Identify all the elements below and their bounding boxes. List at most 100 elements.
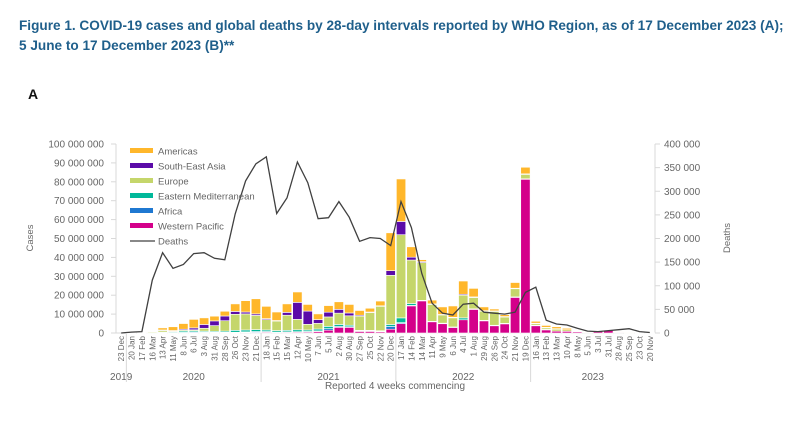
legend-label: South-East Asia xyxy=(158,162,226,173)
y-tick-label: 20 000 000 xyxy=(54,291,104,302)
x-tick-label: 21 Nov xyxy=(511,336,520,361)
bar-segment-americas xyxy=(572,330,583,333)
x-tick-label: 24 Oct xyxy=(501,335,510,359)
bar-segment-americas xyxy=(613,331,624,333)
y2-tick-label: 200 000 xyxy=(664,234,701,245)
bar-segment-western-pacific xyxy=(385,328,396,334)
bar-segment-americas xyxy=(261,306,272,319)
bar-segment-europe xyxy=(385,275,396,325)
x-tick-label: 6 Jul xyxy=(190,336,199,353)
bar-segment-south-east-asia xyxy=(406,256,417,261)
bar-segment-europe xyxy=(406,259,417,304)
bar-segment-europe xyxy=(219,320,230,332)
x-tick-label: 20 Dec xyxy=(387,336,396,361)
x-tick-label: 26 Oct xyxy=(231,335,240,359)
y-tick-label: 0 xyxy=(98,329,104,340)
x-tick-label: 22 Nov xyxy=(376,336,385,361)
bar-segment-south-east-asia xyxy=(344,312,355,317)
bar-segment-americas xyxy=(302,304,313,312)
bar-segment-americas xyxy=(385,232,396,271)
bar-segment-americas xyxy=(230,303,241,312)
x-tick-label: 16 Jan xyxy=(532,336,541,360)
bar-segment-americas xyxy=(468,288,479,298)
bar-segment-europe xyxy=(375,305,386,332)
x-tick-label: 6 Jun xyxy=(449,336,458,356)
bar-segment-americas xyxy=(219,310,230,317)
legend-swatch-western-pacific xyxy=(130,223,153,228)
bar-segment-europe xyxy=(240,313,251,331)
y2-tick-label: 400 000 xyxy=(664,140,701,151)
bar-segment-americas xyxy=(437,306,448,315)
x-tick-label: 19 Dec xyxy=(521,336,530,361)
legend-swatch-eastern-mediterranean xyxy=(130,193,153,198)
x-tick-label: 12 Apr xyxy=(293,336,302,359)
figure-title: Figure 1. COVID-19 cases and global deat… xyxy=(19,18,784,53)
x-tick-label: 21 Dec xyxy=(252,336,261,361)
y2-tick-label: 0 xyxy=(664,329,670,340)
year-label: 2022 xyxy=(452,372,475,383)
bar-segment-eastern-mediterranean xyxy=(323,326,334,329)
bar-segment-americas xyxy=(375,300,386,307)
legend-swatch-americas xyxy=(130,148,153,153)
bar-segment-eastern-mediterranean xyxy=(396,317,407,323)
x-tick-label: 20 Nov xyxy=(646,336,655,361)
bar-segment-south-east-asia xyxy=(199,324,210,329)
y2-tick-label: 250 000 xyxy=(664,210,701,221)
y2-axis-label: Deaths xyxy=(722,223,733,253)
y-tick-label: 50 000 000 xyxy=(54,234,104,245)
bar-segment-americas xyxy=(624,332,635,334)
bar-segment-western-pacific xyxy=(447,327,458,334)
x-tick-label: 20 Jan xyxy=(128,336,137,360)
y2-tick-label: 300 000 xyxy=(664,187,701,198)
bar-segment-western-pacific xyxy=(489,325,500,334)
bar-segment-americas xyxy=(147,330,158,333)
bars xyxy=(126,166,655,334)
x-tick-label: 11 Apr xyxy=(428,336,437,359)
bar-segment-americas xyxy=(168,326,178,331)
bar-segment-americas xyxy=(510,282,521,289)
bar-segment-americas xyxy=(561,327,572,331)
bar-segment-south-east-asia xyxy=(333,309,344,314)
bar-segment-europe xyxy=(282,314,293,331)
deaths-series-line xyxy=(121,155,650,334)
bar-segment-africa xyxy=(385,326,396,330)
x-tick-labels: 23 Dec 20 Jan 17 Feb 16 Mar 13 Apr 11 May 8 Ju… xyxy=(110,333,655,383)
bar-segment-europe xyxy=(292,319,303,331)
bar-segment-europe xyxy=(396,234,407,319)
x-axis-label: Reported 4 weeks commencing xyxy=(325,381,465,392)
bar-segment-europe xyxy=(364,312,375,331)
bar-segment-europe xyxy=(302,324,313,331)
bar-segment-americas xyxy=(499,314,510,317)
x-tick-label: 31 Aug xyxy=(210,336,219,361)
bar-segment-western-pacific xyxy=(344,327,355,334)
bar-segment-europe xyxy=(644,332,655,334)
bar-segment-americas xyxy=(447,305,458,318)
legend-label: Africa xyxy=(158,207,183,218)
legend-label: Eastern Mediterranean xyxy=(158,192,255,203)
bar-segment-americas xyxy=(551,326,562,329)
bar-segment-western-pacific xyxy=(416,300,427,334)
y2-tick-label: 350 000 xyxy=(664,163,701,174)
x-tick-label: 7 Jun xyxy=(314,336,323,356)
bar-segment-americas xyxy=(157,327,168,331)
bar-segment-western-pacific xyxy=(437,323,448,334)
panel-label: A xyxy=(28,86,39,102)
bar-segment-europe xyxy=(499,316,510,324)
bar-segment-americas xyxy=(406,246,417,258)
year-label: 2019 xyxy=(110,372,133,383)
x-tick-label: 5 Jul xyxy=(324,336,333,353)
bar-segment-western-pacific xyxy=(478,320,489,334)
x-tick-label: 4 Jul xyxy=(459,336,468,353)
legend-swatch-europe xyxy=(130,178,153,183)
bar-segment-south-east-asia xyxy=(302,310,313,325)
x-tick-label: 5 Jun xyxy=(584,336,593,356)
bar-segment-americas xyxy=(416,259,427,262)
bar-segment-americas xyxy=(634,332,645,334)
bar-segment-americas xyxy=(240,300,251,313)
y-tick-label: 80 000 000 xyxy=(54,177,104,188)
bar-segment-americas xyxy=(541,325,552,328)
x-tick-label: 3 Jul xyxy=(594,336,603,353)
bar-segment-south-east-asia xyxy=(282,312,293,316)
bar-segment-europe xyxy=(250,315,261,330)
x-tick-label: 27 Sep xyxy=(356,335,365,361)
